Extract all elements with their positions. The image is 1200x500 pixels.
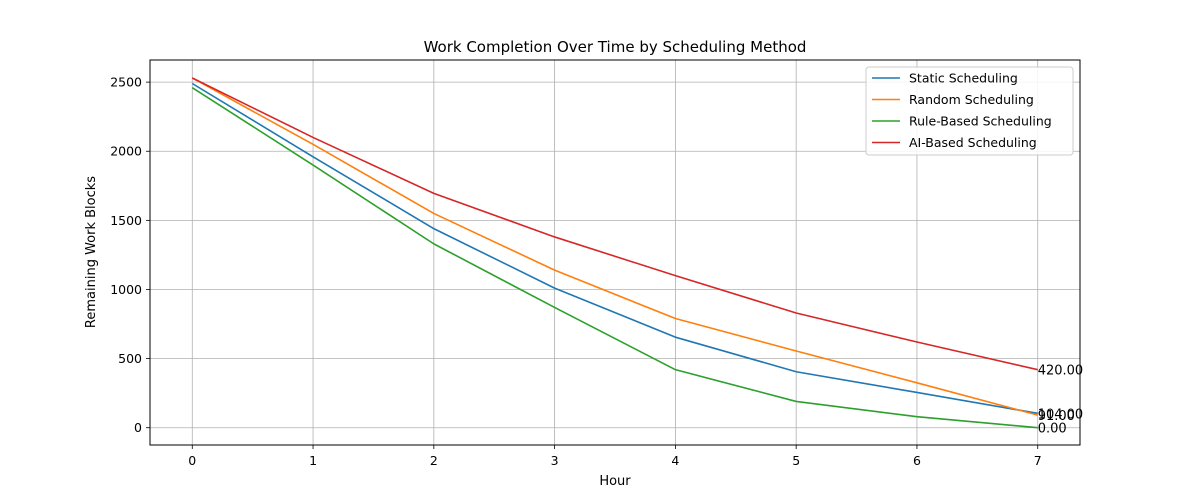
x-tick-label: 7 xyxy=(1034,453,1042,468)
y-tick-label: 0 xyxy=(134,420,142,435)
chart-title: Work Completion Over Time by Scheduling … xyxy=(424,38,807,56)
axis-ticks: 0 1 2 3 4 5 6 7 0 500 1000 1500 2000 2500 xyxy=(110,75,1042,468)
y-tick-label: 1500 xyxy=(110,213,142,228)
x-tick-label: 3 xyxy=(551,453,559,468)
series-line-rule-based-scheduling xyxy=(191,86,1038,429)
x-tick-label: 4 xyxy=(671,453,679,468)
end-value-label: 420.00 xyxy=(1038,364,1084,379)
end-value-label: 104.00 xyxy=(1038,407,1084,422)
legend-box xyxy=(865,66,1074,156)
y-axis-label: Remaining Work Blocks xyxy=(84,176,99,328)
x-tick-label: 0 xyxy=(188,453,196,468)
legend-entry-label: AI-Based Scheduling xyxy=(909,135,1037,150)
plot-frame xyxy=(149,59,1081,446)
x-tick-label: 1 xyxy=(309,453,317,468)
legend-entry-label: Random Scheduling xyxy=(909,92,1034,107)
end-value-label: 91.00 xyxy=(1038,409,1075,424)
x-axis-label: Hour xyxy=(599,474,631,489)
y-tick-label: 2000 xyxy=(110,144,142,159)
legend: Static Scheduling Random Scheduling Rule-B… xyxy=(865,66,1074,156)
y-tick-label: 1000 xyxy=(110,282,142,297)
y-tick-label: 500 xyxy=(118,351,142,366)
series-line-static-scheduling xyxy=(191,82,1038,415)
series-line-random-scheduling xyxy=(191,77,1038,416)
end-value-label: 0.00 xyxy=(1038,422,1067,437)
x-tick-label: 5 xyxy=(792,453,800,468)
legend-entry-label: Static Scheduling xyxy=(909,71,1018,86)
series-line-ai-based-scheduling xyxy=(191,77,1038,371)
y-tick-label: 2500 xyxy=(110,75,142,90)
legend-entry-label: Rule-Based Scheduling xyxy=(909,114,1052,129)
series-lines xyxy=(191,77,1038,429)
x-tick-label: 6 xyxy=(913,453,921,468)
x-tick-label: 2 xyxy=(430,453,438,468)
